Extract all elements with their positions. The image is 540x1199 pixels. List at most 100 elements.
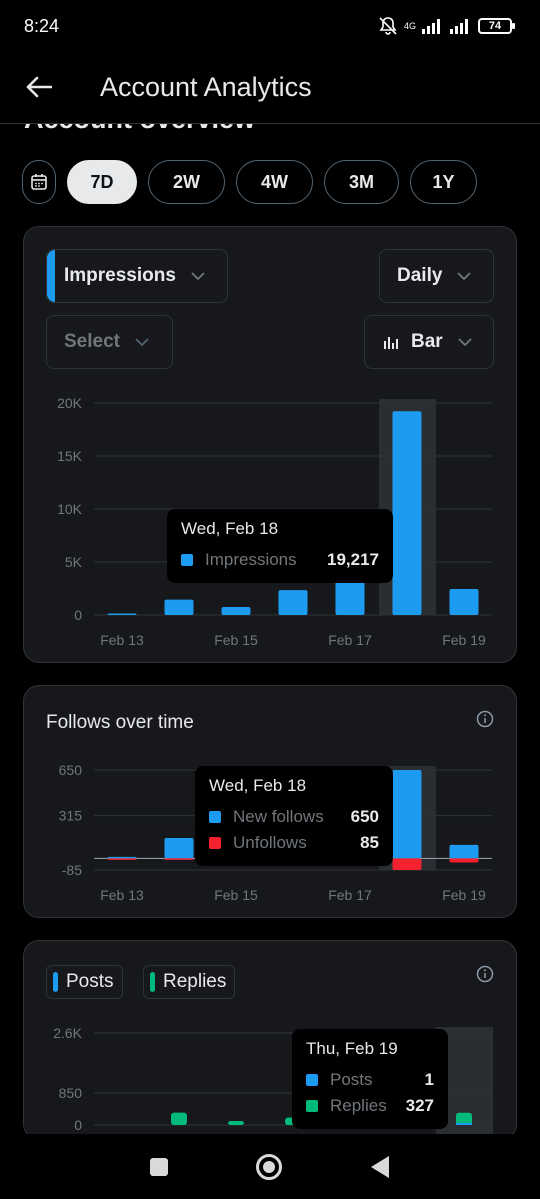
tooltip-row: Impressions 19,217 bbox=[181, 547, 379, 573]
x-tick-label: Feb 13 bbox=[100, 632, 144, 648]
y-tick-label: 10K bbox=[57, 501, 83, 517]
y-tick-label: 850 bbox=[59, 1085, 83, 1101]
range-tab-2w[interactable]: 2W bbox=[148, 160, 225, 204]
posts-replies-card: Posts Replies 0 850 2.6K Thu, Feb 19 Posts… bbox=[23, 940, 517, 1140]
unfollows-bar bbox=[449, 858, 479, 863]
impressions-bar bbox=[107, 613, 137, 615]
new-follows-swatch bbox=[209, 811, 221, 823]
y-tick-label: 2.6K bbox=[53, 1025, 82, 1041]
impressions-tooltip: Wed, Feb 18 Impressions 19,217 bbox=[167, 509, 393, 583]
status-bar: 8:24 4G 74 bbox=[0, 0, 540, 56]
calendar-button[interactable] bbox=[22, 160, 56, 204]
impressions-bar bbox=[278, 590, 308, 615]
tooltip-row: Replies 327 bbox=[306, 1093, 434, 1119]
chevron-down-icon bbox=[135, 338, 149, 347]
compare-select-label: Select bbox=[64, 331, 120, 352]
replies-bar bbox=[171, 1112, 187, 1125]
legend-label: Posts bbox=[66, 971, 114, 992]
network-type: 4G bbox=[403, 20, 416, 31]
legend-posts[interactable]: Posts bbox=[46, 965, 123, 999]
y-tick-label: 650 bbox=[59, 762, 83, 778]
tooltip-date: Thu, Feb 19 bbox=[306, 1039, 398, 1058]
bar-chart-icon bbox=[384, 337, 398, 349]
home-icon[interactable] bbox=[255, 1153, 283, 1181]
tooltip-value: 85 bbox=[360, 833, 379, 852]
new-follows-bar bbox=[392, 770, 422, 859]
tooltip-label: Unfollows bbox=[233, 833, 307, 852]
page-title: Account Analytics bbox=[100, 72, 312, 102]
chevron-down-icon bbox=[457, 272, 472, 281]
app-header: Account Analytics bbox=[0, 56, 540, 124]
legend-label: Replies bbox=[163, 971, 227, 992]
range-tab-4w[interactable]: 4W bbox=[236, 160, 313, 204]
impressions-bar-chart[interactable]: 0 5K 10K 15K 20K Feb 13 Feb 15 Feb 17 Feb 19 bbox=[24, 387, 517, 657]
tooltip-label: Posts bbox=[330, 1070, 373, 1089]
recents-icon[interactable] bbox=[149, 1157, 169, 1177]
back-nav-icon[interactable] bbox=[369, 1155, 391, 1179]
legend-replies[interactable]: Replies bbox=[143, 965, 236, 999]
y-tick-label: 20K bbox=[57, 395, 83, 411]
replies-bar bbox=[228, 1121, 244, 1125]
impressions-bar bbox=[392, 411, 422, 615]
unfollows-bar bbox=[164, 858, 194, 860]
range-tab-3m[interactable]: 3M bbox=[324, 160, 399, 204]
x-tick-label: Feb 19 bbox=[442, 632, 486, 648]
impressions-bar bbox=[221, 607, 251, 615]
interval-select-label: Daily bbox=[397, 265, 443, 286]
posts-swatch bbox=[306, 1074, 318, 1086]
y-tick-label: 0 bbox=[74, 607, 82, 623]
tooltip-row: Unfollows 85 bbox=[209, 830, 379, 856]
y-tick-label: 315 bbox=[59, 808, 83, 824]
replies-color-indicator bbox=[150, 972, 155, 992]
tooltip-row: Posts 1 bbox=[306, 1067, 434, 1093]
y-tick-label: 0 bbox=[74, 1117, 82, 1133]
tooltip-value: 19,217 bbox=[327, 550, 379, 569]
impressions-bar bbox=[335, 572, 365, 615]
posts-tooltip: Thu, Feb 19 Posts 1 Replies 327 bbox=[292, 1029, 448, 1129]
posts-bar bbox=[456, 1123, 472, 1125]
chart-type-select[interactable]: Bar bbox=[364, 315, 494, 369]
back-arrow-icon bbox=[26, 76, 52, 98]
impressions-card: Impressions Daily Select Bar 0 5K 10K 15K 20… bbox=[23, 226, 517, 663]
x-tick-label: Feb 15 bbox=[214, 632, 258, 648]
new-follows-bar bbox=[449, 844, 479, 859]
follows-tooltip: Wed, Feb 18 New follows 650 Unfollows 85 bbox=[195, 766, 393, 866]
info-icon[interactable] bbox=[476, 965, 494, 983]
signal-icon bbox=[422, 19, 440, 34]
tooltip-value: 327 bbox=[405, 1096, 434, 1115]
x-tick-label: Feb 17 bbox=[328, 887, 372, 903]
replies-bar bbox=[456, 1112, 472, 1125]
replies-swatch bbox=[306, 1100, 318, 1112]
follows-card-title: Follows over time bbox=[46, 712, 194, 733]
metric-select[interactable]: Impressions bbox=[46, 249, 228, 303]
range-tab-1y[interactable]: 1Y bbox=[410, 160, 477, 204]
compare-select[interactable]: Select bbox=[46, 315, 173, 369]
tooltip-value: 650 bbox=[350, 807, 379, 826]
back-button[interactable] bbox=[22, 70, 56, 104]
y-tick-label: 15K bbox=[57, 448, 83, 464]
impressions-bar bbox=[449, 589, 479, 615]
impressions-swatch bbox=[181, 554, 193, 566]
battery-icon: 74 bbox=[478, 18, 515, 34]
chart-type-select-label: Bar bbox=[411, 331, 443, 352]
signal-icon-2 bbox=[450, 19, 468, 34]
chevron-down-icon bbox=[458, 338, 472, 347]
tooltip-date: Wed, Feb 18 bbox=[181, 519, 279, 538]
calendar-icon bbox=[31, 174, 47, 190]
tooltip-value: 1 bbox=[424, 1070, 434, 1089]
new-follows-bar bbox=[107, 856, 137, 859]
notifications-off-icon bbox=[379, 17, 397, 35]
impressions-bar bbox=[164, 599, 194, 615]
chevron-down-icon bbox=[191, 272, 205, 281]
unfollows-swatch bbox=[209, 837, 221, 849]
x-tick-label: Feb 13 bbox=[100, 887, 144, 903]
tooltip-label: Replies bbox=[330, 1096, 387, 1115]
metric-color-indicator bbox=[47, 250, 55, 302]
date-range-selector: 7D 2W 4W 3M 1Y bbox=[22, 160, 477, 204]
status-time: 8:24 bbox=[24, 16, 60, 36]
interval-select[interactable]: Daily bbox=[379, 249, 494, 303]
info-icon[interactable] bbox=[476, 710, 494, 728]
range-tab-7d[interactable]: 7D bbox=[67, 160, 137, 204]
follows-card: Follows over time -85 315 650 Feb 13 Feb 15 F… bbox=[23, 685, 517, 918]
status-icons: 4G 74 bbox=[378, 16, 515, 36]
